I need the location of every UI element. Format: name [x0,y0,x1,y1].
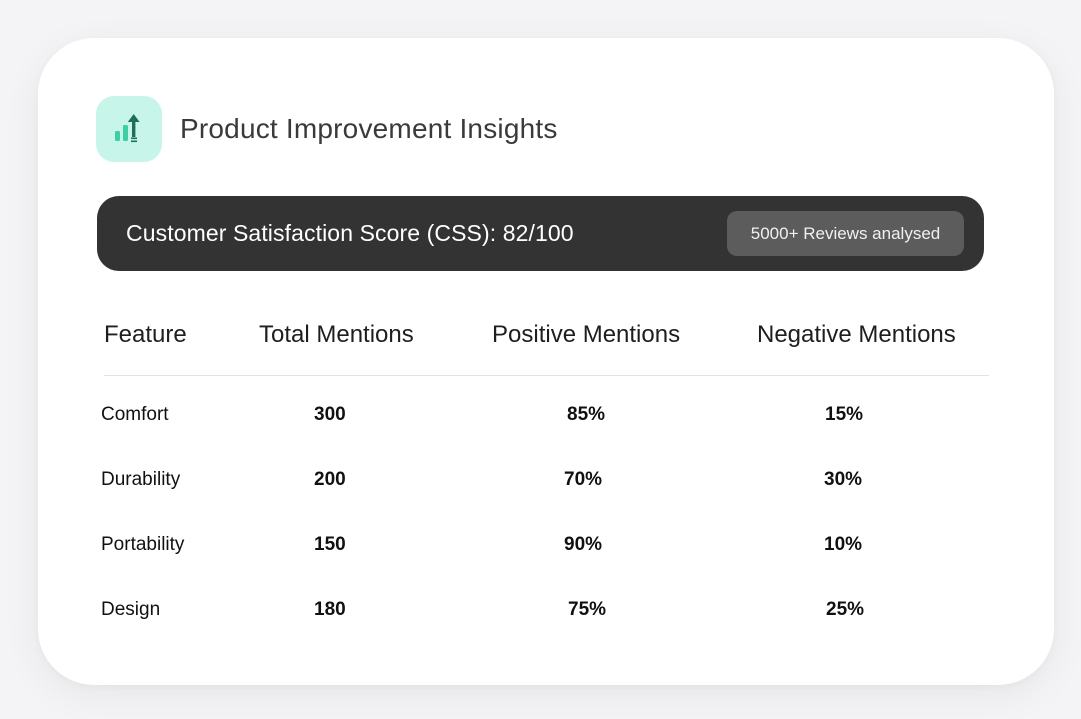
feature-cell: Durability [101,469,181,490]
column-header-feature: Feature [104,321,187,348]
negative-mentions-cell: 30% [824,469,863,490]
satisfaction-score-bar: Customer Satisfaction Score (CSS): 82/10… [97,196,984,271]
total-mentions-cell: 150 [314,534,346,555]
rising-bar-chart-icon [115,114,140,143]
positive-mentions-cell: 90% [564,534,603,555]
total-mentions-cell: 200 [314,469,346,490]
satisfaction-score-text: Customer Satisfaction Score (CSS): 82/10… [126,220,574,246]
negative-mentions-cell: 10% [824,534,863,555]
logo-badge [96,96,162,162]
table-row: Durability 200 70% 30% [101,441,989,506]
total-mentions-cell: 180 [314,599,346,620]
column-header-total-mentions: Total Mentions [259,321,414,348]
column-header-positive-mentions: Positive Mentions [492,321,681,348]
positive-mentions-cell: 75% [568,599,607,620]
total-mentions-cell: 300 [314,404,346,425]
page-title: Product Improvement Insights [180,113,558,144]
column-header-negative-mentions: Negative Mentions [757,321,956,348]
negative-mentions-cell: 15% [825,404,864,425]
table-row: Design 180 75% 25% [101,571,989,636]
feature-cell: Comfort [101,404,169,425]
table-row: Comfort 300 85% 15% [101,376,989,441]
feature-cell: Portability [101,534,185,555]
feature-cell: Design [101,599,161,620]
positive-mentions-cell: 70% [564,469,603,490]
negative-mentions-cell: 25% [826,599,865,620]
card-header: Product Improvement Insights [96,96,558,162]
insights-card: Product Improvement Insights Customer Sa… [38,38,1054,685]
reviews-count-badge: 5000+ Reviews analysed [727,211,964,256]
feature-mentions-table: Feature Total Mentions Positive Mentions… [101,313,989,636]
table-row: Portability 150 90% 10% [101,506,989,571]
table-header-row: Feature Total Mentions Positive Mentions… [104,313,989,376]
positive-mentions-cell: 85% [567,404,606,425]
